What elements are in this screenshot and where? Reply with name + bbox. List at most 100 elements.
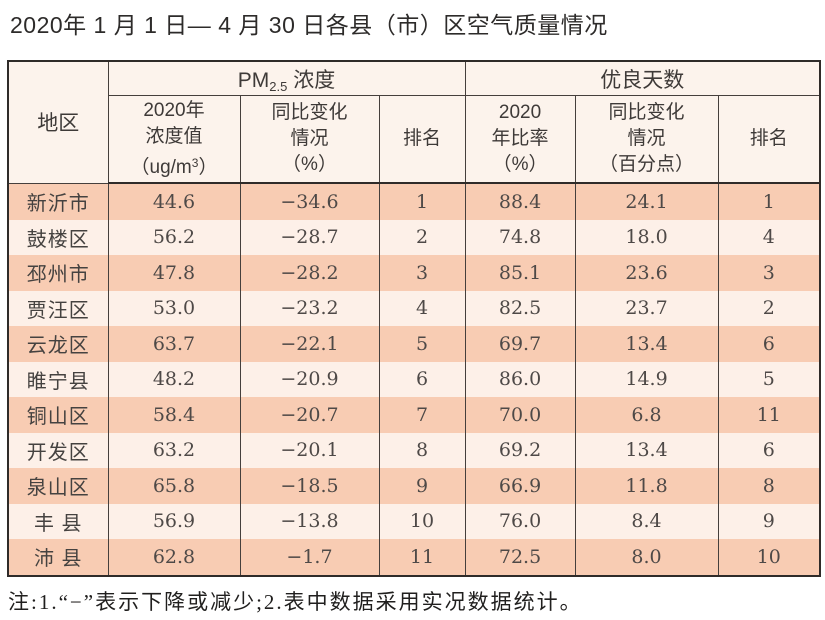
- region-cell: 贾汪区: [7, 290, 109, 326]
- pm25-label-subscript: 2.5: [269, 78, 288, 94]
- unit-suffix: ）: [198, 156, 218, 178]
- unit-superscript: 3: [191, 155, 199, 170]
- table-row: 睢宁县 48.2 −20.9 6 86.0 14.9 5: [7, 361, 821, 397]
- good-change-cell: 13.4: [574, 432, 719, 468]
- header-pm-change: 同比变化 情况 （%）: [239, 95, 380, 184]
- table-row: 新沂市 44.6 −34.6 1 88.4 24.1 1: [7, 183, 821, 220]
- header-group-good-days: 优良天数: [464, 61, 821, 96]
- header-good-rate-line3: （%）: [492, 154, 548, 175]
- pm-change-cell: −20.1: [239, 432, 380, 468]
- good-change-cell: 23.7: [574, 290, 719, 326]
- region-cell: 新沂市: [7, 183, 109, 220]
- air-quality-table: 地区 PM2.5 浓度 优良天数 2020年 浓度值 （ug/m3） 同比变化 …: [7, 60, 822, 577]
- good-rank-cell: 6: [717, 326, 821, 362]
- good-change-cell: 23.6: [574, 255, 719, 291]
- good-change-cell: 18.0: [574, 219, 719, 255]
- region-cell: 鼓楼区: [7, 219, 109, 255]
- good-change-cell: 24.1: [574, 183, 719, 220]
- region-cell: 云龙区: [7, 326, 109, 362]
- table-row: 鼓楼区 56.2 −28.7 2 74.8 18.0 4: [7, 219, 821, 255]
- good-rank-cell: 6: [717, 432, 821, 468]
- region-cell: 邳州市: [7, 255, 109, 291]
- good-rank-cell: 2: [717, 290, 821, 326]
- header-pm-rank: 排名: [378, 95, 466, 184]
- pm-change-cell: −18.5: [239, 468, 380, 504]
- pm-value-cell: 63.7: [107, 326, 241, 362]
- header-good-rate-line1: 2020: [498, 102, 542, 123]
- good-change-cell: 8.4: [574, 503, 719, 539]
- header-pm-value: 2020年 浓度值 （ug/m3）: [107, 95, 241, 184]
- header-group-pm25: PM2.5 浓度: [107, 61, 466, 96]
- pm-value-cell: 63.2: [107, 432, 241, 468]
- pm-change-cell: −1.7: [239, 539, 380, 576]
- good-rate-cell: 86.0: [464, 361, 576, 397]
- pm-change-cell: −20.7: [239, 397, 380, 433]
- header-group-row: 地区 PM2.5 浓度 优良天数: [7, 61, 821, 184]
- pm-rank-cell: 4: [378, 290, 466, 326]
- region-cell: 睢宁县: [7, 361, 109, 397]
- header-pm-value-unit: （ug/m3）: [109, 150, 240, 181]
- region-cell: 泉山区: [7, 468, 109, 504]
- pm-change-cell: −22.1: [239, 326, 380, 362]
- pm-value-cell: 48.2: [107, 361, 241, 397]
- good-rate-cell: 70.0: [464, 397, 576, 433]
- header-pm-change-line3: （%）: [282, 154, 337, 175]
- pm-change-cell: −20.9: [239, 361, 380, 397]
- good-change-cell: 6.8: [574, 397, 719, 433]
- good-rank-cell: 8: [717, 468, 821, 504]
- good-rate-cell: 82.5: [464, 290, 576, 326]
- pm-rank-cell: 2: [378, 219, 466, 255]
- pm-value-cell: 62.8: [107, 539, 241, 576]
- table-row: 邳州市 47.8 −28.2 3 85.1 23.6 3: [7, 255, 821, 291]
- table-row: 开发区 63.2 −20.1 8 69.2 13.4 6: [7, 432, 821, 468]
- pm-rank-cell: 9: [378, 468, 466, 504]
- good-rate-cell: 69.7: [464, 326, 576, 362]
- table-row: 贾汪区 53.0 −23.2 4 82.5 23.7 2: [7, 290, 821, 326]
- good-rank-cell: 11: [717, 397, 821, 433]
- pm-rank-cell: 11: [378, 539, 466, 576]
- header-good-change: 同比变化 情况 （百分点）: [574, 95, 719, 184]
- pm-rank-cell: 10: [378, 503, 466, 539]
- pm-change-cell: −28.7: [239, 219, 380, 255]
- region-cell: 丰 县: [7, 503, 109, 539]
- table-row: 泉山区 65.8 −18.5 9 66.9 11.8 8: [7, 468, 821, 504]
- table-row: 丰 县 56.9 −13.8 10 76.0 8.4 9: [7, 503, 821, 539]
- pm-rank-cell: 7: [378, 397, 466, 433]
- unit-prefix: （ug/m: [130, 156, 192, 178]
- region-cell: 开发区: [7, 432, 109, 468]
- pm-change-cell: −28.2: [239, 255, 380, 291]
- good-rank-cell: 4: [717, 219, 821, 255]
- header-pm-value-line1: 2020年: [143, 99, 205, 121]
- good-rank-cell: 5: [717, 361, 821, 397]
- header-pm-change-line2: 情况: [290, 128, 329, 149]
- page-title: 2020年 1 月 1 日— 4 月 30 日各县（市）区空气质量情况: [10, 12, 608, 38]
- header-sub-row: 2020年 浓度值 （ug/m3） 同比变化 情况 （%） 排名 2020 年比…: [8, 95, 821, 184]
- header-good-change-line3: （百分点）: [599, 154, 695, 175]
- good-rank-cell: 10: [717, 539, 821, 576]
- table-row: 沛 县 62.8 −1.7 11 72.5 8.0 10: [7, 539, 821, 576]
- pm-value-cell: 58.4: [107, 397, 241, 433]
- pm-value-cell: 56.9: [107, 503, 241, 539]
- good-rate-cell: 66.9: [464, 468, 576, 504]
- good-rank-cell: 3: [717, 255, 821, 291]
- header-good-rate-line2: 年比率: [491, 128, 549, 149]
- pm-value-cell: 56.2: [107, 219, 241, 255]
- header-good-rank: 排名: [717, 95, 821, 184]
- table-row: 云龙区 63.7 −22.1 5 69.7 13.4 6: [7, 326, 821, 362]
- good-change-cell: 14.9: [574, 361, 719, 397]
- good-rank-cell: 9: [717, 503, 821, 539]
- pm-rank-cell: 5: [378, 326, 466, 362]
- pm-change-cell: −13.8: [239, 503, 380, 539]
- good-rate-cell: 74.8: [464, 219, 576, 255]
- header-pm-value-line2: 浓度值: [145, 125, 203, 147]
- pm25-label-prefix: PM: [237, 68, 270, 92]
- pm-value-cell: 44.6: [107, 183, 241, 220]
- good-change-cell: 8.0: [574, 539, 719, 576]
- header-good-change-line2: 情况: [627, 128, 666, 149]
- pm-change-cell: −34.6: [239, 183, 380, 220]
- pm-rank-cell: 8: [378, 432, 466, 468]
- good-change-cell: 11.8: [574, 468, 719, 504]
- good-change-cell: 13.4: [574, 326, 719, 362]
- header-region: 地区: [7, 61, 109, 184]
- footnote: 注:1.“−”表示下降或减少;2.表中数据采用实况数据统计。: [8, 590, 583, 614]
